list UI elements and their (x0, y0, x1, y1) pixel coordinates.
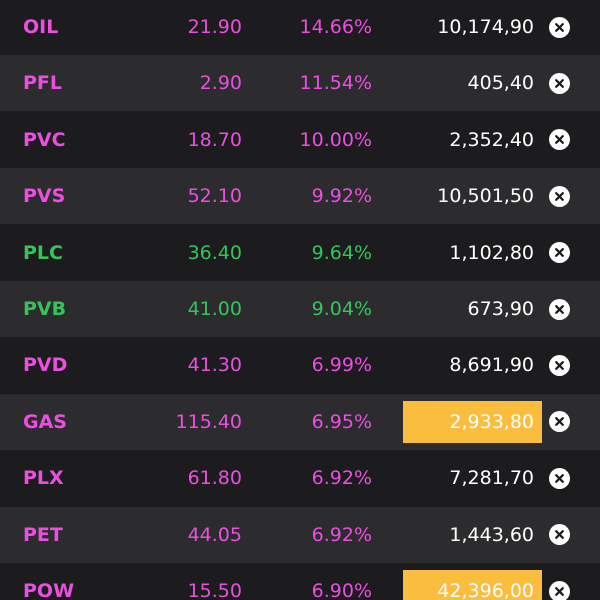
stock-row[interactable]: PFL 2.90 11.54% 405,40 (0, 55, 600, 112)
close-circle-icon[interactable] (549, 524, 570, 546)
stock-volume: 42,396,00 (403, 570, 542, 600)
stock-price: 2.90 (199, 72, 242, 95)
stock-symbol: PVD (23, 354, 68, 377)
stock-volume: 8,691,90 (449, 354, 534, 377)
stock-symbol: PFL (23, 72, 63, 95)
stock-row[interactable]: PVS 52.10 9.92% 10,501,50 (0, 168, 600, 225)
stock-change-percent: 10.00% (299, 128, 372, 151)
stock-row[interactable]: PLX 61.80 6.92% 7,281,70 (0, 450, 600, 507)
stock-row[interactable]: GAS 115.40 6.95% 2,933,80 (0, 393, 600, 450)
stock-volume: 10,174,90 (437, 16, 534, 38)
stock-volume: 1,102,80 (449, 241, 534, 264)
stock-row[interactable]: OIL 21.90 14.66% 10,174,90 (0, 0, 600, 55)
stock-volume: 7,281,70 (449, 467, 534, 490)
stock-change-percent: 9.64% (311, 241, 372, 264)
stock-row[interactable]: PET 44.05 6.92% 1,443,60 (0, 506, 600, 563)
stock-row[interactable]: POW 15.50 6.90% 42,396,00 (0, 563, 600, 600)
close-circle-icon[interactable] (549, 354, 570, 376)
stock-volume: 1,443,60 (449, 523, 534, 546)
stock-symbol: OIL (23, 16, 59, 38)
stock-symbol: PVB (23, 298, 67, 320)
close-circle-icon[interactable] (549, 185, 570, 207)
stock-change-percent: 9.04% (311, 298, 372, 320)
stock-volume: 10,501,50 (437, 185, 534, 208)
stock-change-percent: 9.92% (311, 185, 372, 208)
stock-symbol: GAS (23, 410, 67, 433)
stock-symbol: PVS (23, 185, 66, 208)
stock-change-percent: 6.92% (311, 523, 372, 546)
stock-change-percent: 6.90% (311, 580, 372, 600)
stock-price: 15.50 (187, 580, 242, 600)
stock-change-percent: 11.54% (299, 72, 372, 95)
close-circle-icon[interactable] (549, 242, 570, 264)
stock-volume: 673,90 (467, 298, 534, 320)
stock-price: 115.40 (175, 410, 242, 433)
close-circle-icon[interactable] (549, 298, 570, 320)
stock-row[interactable]: PVD 41.30 6.99% 8,691,90 (0, 337, 600, 394)
stock-change-percent: 6.99% (311, 354, 372, 377)
stock-row[interactable]: PVC 18.70 10.00% 2,352,40 (0, 111, 600, 168)
stock-row[interactable]: PLC 36.40 9.64% 1,102,80 (0, 224, 600, 281)
stock-volume: 2,352,40 (449, 128, 534, 151)
stock-price: 44.05 (187, 523, 242, 546)
stock-price: 41.30 (187, 354, 242, 377)
stock-change-percent: 6.95% (311, 410, 372, 433)
stock-volume: 2,933,80 (403, 400, 542, 443)
stock-volume: 405,40 (467, 72, 534, 95)
stock-price: 61.80 (187, 467, 242, 490)
stock-row[interactable]: PVB 41.00 9.04% 673,90 (0, 281, 600, 337)
stock-symbol: PLX (23, 467, 64, 490)
close-circle-icon[interactable] (549, 580, 570, 600)
close-circle-icon[interactable] (549, 411, 570, 433)
stock-change-percent: 14.66% (299, 16, 372, 38)
stock-symbol: PVC (23, 128, 66, 151)
stock-price: 52.10 (187, 185, 242, 208)
close-circle-icon[interactable] (549, 16, 570, 38)
stock-price: 36.40 (187, 241, 242, 264)
stock-price: 18.70 (187, 128, 242, 151)
stock-symbol: PET (23, 523, 63, 546)
close-circle-icon[interactable] (549, 129, 570, 151)
stock-price: 41.00 (187, 298, 242, 320)
stock-symbol: PLC (23, 241, 63, 264)
stock-symbol: POW (23, 580, 75, 600)
close-circle-icon[interactable] (549, 72, 570, 94)
stock-price: 21.90 (187, 16, 242, 38)
close-circle-icon[interactable] (549, 467, 570, 489)
stock-change-percent: 6.92% (311, 467, 372, 490)
